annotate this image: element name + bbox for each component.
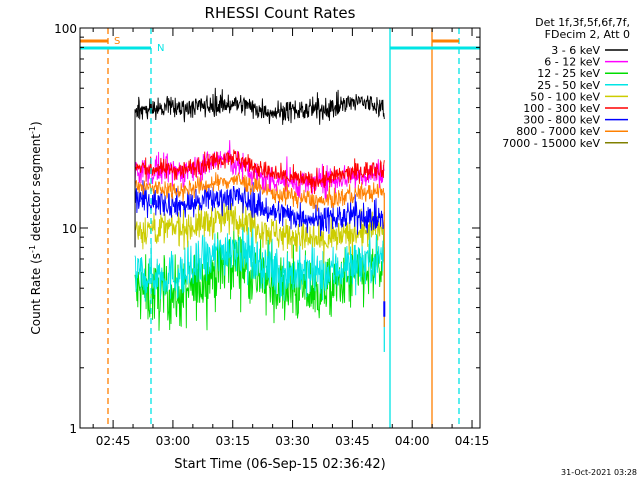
saa-label: S (114, 36, 120, 47)
y-axis-label: Count Rate (s-1 detector segment-1) (28, 121, 43, 334)
series-line-6-12-kev (134, 140, 385, 200)
x-tick-label: 03:00 (156, 434, 191, 448)
legend-item-label: 100 - 300 keV (523, 102, 600, 115)
legend-item-label: 12 - 25 keV (537, 67, 600, 80)
attenuator-markers: SN (80, 28, 480, 428)
x-tick-label: 03:15 (215, 434, 250, 448)
legend-item-label: 6 - 12 keV (544, 56, 600, 69)
series-line-50-100-kev (134, 200, 385, 264)
legend-header-line-1: Det 1f,3f,5f,6f,7f, (535, 16, 630, 29)
chart-title: RHESSI Count Rates (205, 4, 356, 22)
timestamp: 31-Oct-2021 03:28 (561, 468, 637, 477)
x-tick-label: 02:45 (96, 434, 131, 448)
x-tick-label: 04:00 (395, 434, 430, 448)
x-axis-label: Start Time (06-Sep-15 02:36:42) (174, 457, 385, 472)
series-line-300-800-kev (134, 180, 385, 237)
legend-item-label: 300 - 800 keV (523, 114, 600, 127)
legend-header-line-2: FDecim 2, Att 0 (545, 28, 630, 41)
legend-item-label: 50 - 100 keV (530, 90, 600, 103)
series-line-3-6-kev (134, 87, 385, 125)
series-line-25-50-kev (134, 222, 385, 302)
series-line-800-7000-kev (134, 166, 385, 212)
plot-data-layer (134, 87, 386, 352)
legend: Det 1f,3f,5f,6f,7f, FDecim 2, Att 0 3 - … (502, 16, 630, 150)
legend-item-label: 25 - 50 keV (537, 79, 600, 92)
x-tick-label: 04:15 (455, 434, 490, 448)
series-line-12-25-kev (134, 220, 385, 331)
legend-item-label: 800 - 7000 keV (516, 125, 600, 138)
night-label: N (157, 43, 164, 54)
axes: 02:45 03:00 03:15 03:30 03:45 04:00 04:15 1 10 10… (54, 22, 489, 448)
x-tick-label: 03:30 (275, 434, 310, 448)
legend-item-label: 3 - 6 keV (551, 44, 600, 57)
y-tick-label: 1 (69, 422, 77, 436)
x-tick-label: 03:45 (335, 434, 370, 448)
y-tick-label: 10 (62, 222, 77, 236)
y-tick-label: 100 (54, 22, 77, 36)
series-line-100-300-kev (134, 149, 385, 195)
legend-item-label: 7000 - 15000 keV (502, 137, 600, 150)
